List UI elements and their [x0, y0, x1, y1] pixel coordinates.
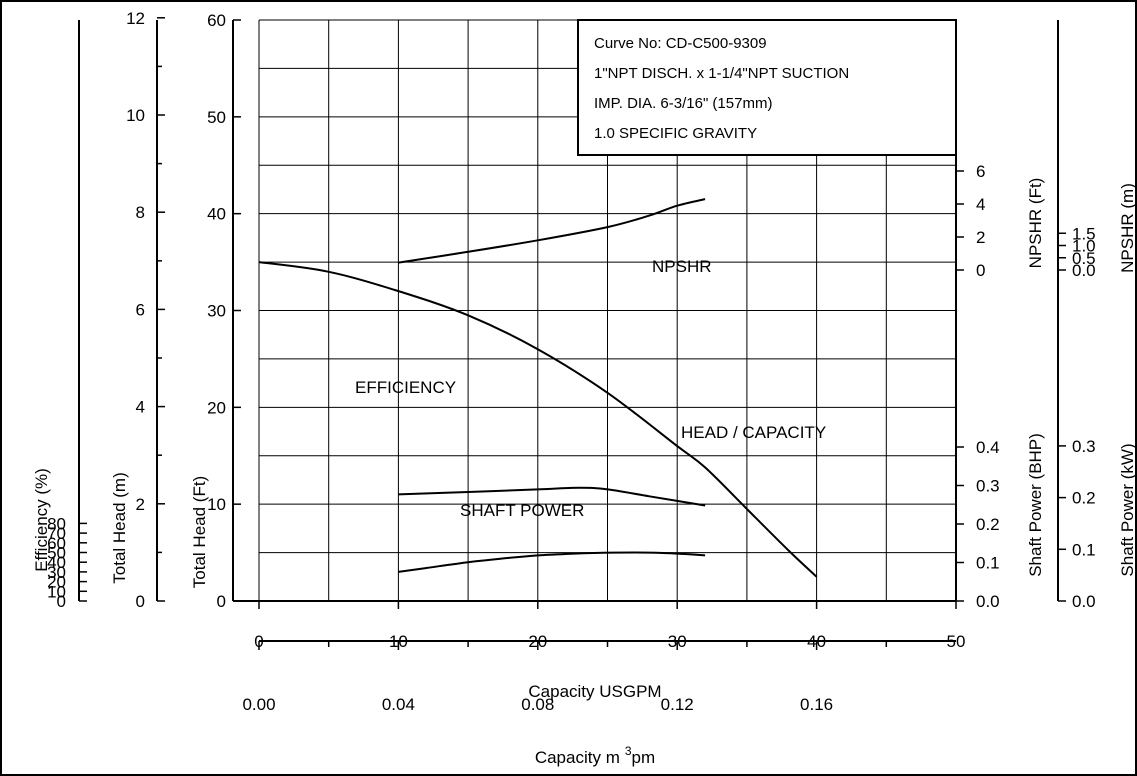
head-m-axis-tick-label: 4 [136, 398, 145, 417]
efficiency-axis-tick-label: 20 [47, 573, 66, 592]
shaft-power-bhp-axis-title: Shaft Power (BHP) [1026, 433, 1045, 577]
head-ft-axis-tick-label: 0 [217, 592, 226, 611]
npshr-m-axis-tick-label: 1.5 [1072, 224, 1096, 243]
head-ft-axis-tick-label: 60 [207, 11, 226, 30]
efficiency-axis-tick-label: 60 [47, 534, 66, 553]
shaft-power-bhp-axis-tick-label: 0.0 [976, 592, 1000, 611]
x2-axis-tick-label: 0.04 [382, 695, 415, 714]
x2-axis-tick-label: 0.00 [242, 695, 275, 714]
head-ft-axis-tick-label: 30 [207, 302, 226, 321]
x-axis-tick-label: 50 [947, 632, 966, 651]
shaft-power-kw-axis-title: Shaft Power (kW) [1118, 443, 1137, 576]
npshr-curve-label: NPSHR [652, 257, 712, 276]
head-capacity-curve [258, 261, 818, 578]
info-line-gravity: 1.0 SPECIFIC GRAVITY [594, 125, 757, 142]
head-ft-axis-title: Total Head (Ft) [190, 476, 209, 588]
efficiency-axis-tick-label: 0 [57, 592, 66, 611]
npshr-m-axis-tick-label: 1.0 [1072, 237, 1096, 256]
info-line-impeller: IMP. DIA. 6-3/16" (157mm) [594, 95, 772, 112]
shaft-power-kw-axis-tick-label: 0.1 [1072, 540, 1096, 559]
x-axis-title: Capacity USGPM [528, 682, 661, 701]
shaft-power-bhp-axis-tick-label: 0.3 [976, 477, 1000, 496]
x2-axis-tick-label: 0.08 [521, 695, 554, 714]
shaft-power-bhp-axis-tick-label: 0.4 [976, 438, 1000, 457]
shaft-power-bhp-axis-tick-label: 0.2 [976, 515, 1000, 534]
efficiency-curve [398, 551, 706, 573]
npshr-ft-axis-tick-label: 0 [976, 261, 985, 280]
head-ft-axis-tick-label: 20 [207, 398, 226, 417]
shaft-power-kw-axis-tick-label: 0.3 [1072, 437, 1096, 456]
head-ft-axis-tick-label: 40 [207, 205, 226, 224]
shaft-power-kw-axis-tick-label: 0.0 [1072, 592, 1096, 611]
x2-axis-tick-label: 0.12 [661, 695, 694, 714]
info-line-curve-no: Curve No: CD-C500-9309 [594, 35, 767, 52]
info-line-connections: 1"NPT DISCH. x 1-1/4"NPT SUCTION [594, 65, 849, 82]
npshr-ft-axis-title: NPSHR (Ft) [1026, 178, 1045, 269]
npshr-m-axis-tick-label: 0.0 [1072, 261, 1096, 280]
x2-axis-title: Capacity m 3pm [535, 744, 655, 767]
head-m-axis-tick-label: 0 [136, 592, 145, 611]
shaft-power-curve [398, 486, 706, 507]
curve-info-box [577, 19, 957, 156]
npshr-m-axis-title: NPSHR (m) [1118, 183, 1137, 273]
shaft-power-bhp-axis-tick-label: 0.1 [976, 554, 1000, 573]
npshr-ft-axis-tick-label: 2 [976, 228, 985, 247]
head-ft-axis-tick-label: 50 [207, 108, 226, 127]
efficiency-axis-tick-label: 80 [47, 514, 66, 533]
efficiency-axis-tick-label: 40 [47, 553, 66, 572]
efficiency-axis-title: Efficiency (%) [32, 468, 51, 572]
shaft-power-curve-label: SHAFT POWER [460, 501, 584, 520]
npshr-ft-axis-tick-label: 4 [976, 195, 985, 214]
head-m-axis-title: Total Head (m) [110, 472, 129, 583]
npshr-ft-axis-tick-label: 6 [976, 162, 985, 181]
npshr-curve [398, 198, 706, 264]
npshr-m-axis-tick-label: 0.5 [1072, 249, 1096, 268]
head-m-axis-tick-label: 2 [136, 495, 145, 514]
shaft-power-kw-axis-tick-label: 0.2 [1072, 489, 1096, 508]
head-m-axis-tick-label: 6 [136, 300, 145, 319]
efficiency-axis-tick-label: 10 [47, 582, 66, 601]
efficiency-axis-tick-label: 70 [47, 524, 66, 543]
efficiency-curve-label: EFFICIENCY [355, 378, 456, 397]
efficiency-axis-tick-label: 30 [47, 563, 66, 582]
head-m-axis-tick-label: 12 [126, 9, 145, 28]
head-capacity-curve-label: HEAD / CAPACITY [681, 423, 826, 442]
head-m-axis-tick-label: 8 [136, 203, 145, 222]
axis-ticks: 010203040500.000.040.080.120.16010203040… [47, 9, 1096, 714]
head-ft-axis-tick-label: 10 [207, 495, 226, 514]
x2-axis-tick-label: 0.16 [800, 695, 833, 714]
curves [258, 198, 818, 578]
efficiency-axis-tick-label: 50 [47, 544, 66, 563]
head-m-axis-tick-label: 10 [126, 106, 145, 125]
